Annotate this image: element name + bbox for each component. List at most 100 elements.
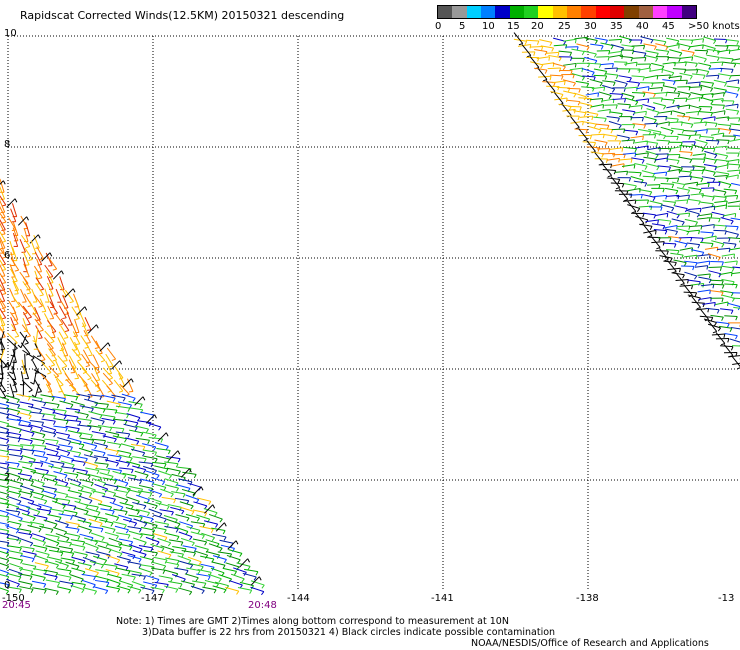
wind-vector [696, 307, 701, 310]
wind-vector [139, 548, 143, 553]
wind-vector [681, 221, 685, 226]
wind-vector [635, 152, 649, 156]
wind-vector [118, 454, 133, 459]
wind-vector [693, 55, 707, 60]
wind-vector [737, 45, 740, 50]
wind-vector [518, 43, 523, 46]
wind-vector [117, 449, 132, 454]
wind-vector [47, 514, 62, 518]
wind-vector [630, 116, 633, 121]
wind-vector [0, 199, 6, 213]
wind-vector [31, 432, 35, 437]
wind-vector [45, 270, 54, 283]
wind-vector [86, 342, 91, 344]
wind-vector [139, 534, 143, 539]
wind-vector [669, 49, 683, 54]
wind-vector [573, 110, 587, 114]
wind-vector [701, 238, 704, 243]
legend-label: 25 [558, 21, 571, 32]
wind-vector [686, 229, 700, 233]
wind-vector [715, 123, 718, 128]
wind-vector [536, 56, 550, 60]
wind-vector [649, 225, 653, 230]
wind-vector [119, 580, 133, 586]
wind-vector [30, 481, 35, 486]
wind-vector [225, 586, 239, 592]
wind-vector [85, 471, 88, 475]
wind-vector [31, 573, 46, 578]
wind-vector [685, 80, 688, 85]
wind-vector [138, 567, 153, 574]
wind-vector [143, 505, 147, 510]
wind-vector [662, 200, 676, 203]
wind-vector [6, 584, 10, 589]
wind-vector [88, 529, 93, 534]
wind-vector [54, 478, 69, 484]
wind-vector [102, 372, 113, 384]
wind-vector [57, 586, 71, 591]
wind-vector [56, 536, 60, 541]
wind-vector [85, 365, 90, 368]
wind-vector [723, 344, 734, 356]
wind-vector [671, 207, 675, 212]
wind-vector [156, 447, 171, 451]
wind-vector [671, 181, 685, 185]
wind-vector [687, 81, 701, 84]
wind-vector [204, 504, 214, 514]
wind-vector [719, 271, 733, 276]
wind-vector [5, 590, 10, 595]
wind-vector [113, 508, 128, 512]
wind-vector [582, 58, 585, 63]
wind-vector [55, 431, 70, 436]
wind-vector [18, 531, 33, 536]
wind-vector [115, 462, 119, 467]
wind-vector [690, 38, 704, 41]
wind-vector [118, 514, 132, 520]
wind-vector [146, 512, 150, 517]
wind-vector [672, 110, 686, 115]
wind-vector [12, 233, 19, 247]
wind-vector [729, 138, 740, 142]
wind-vector [733, 243, 737, 248]
wind-vector [65, 407, 80, 411]
wind-vector [656, 247, 661, 250]
wind-vector [577, 116, 580, 121]
wind-vector [81, 589, 85, 594]
wind-vector [161, 589, 165, 594]
wind-vector [624, 98, 627, 103]
wind-vector [29, 576, 33, 581]
wind-vector [153, 446, 157, 451]
wind-vector [19, 450, 23, 455]
wind-vector [678, 44, 680, 49]
wind-vector [735, 234, 739, 239]
wind-vector [646, 163, 660, 168]
wind-vector [20, 456, 23, 461]
wind-vector [52, 408, 67, 412]
wind-vector [41, 406, 56, 411]
wind-vector [62, 505, 66, 510]
wind-vector [682, 274, 685, 279]
wind-vector [54, 519, 69, 525]
wind-vector [633, 50, 647, 54]
wind-vector [700, 95, 704, 100]
y-tick-label: 8 [4, 139, 11, 150]
wind-vector [10, 208, 17, 222]
wind-vector [26, 292, 32, 295]
legend-color-swatch [581, 6, 596, 18]
wind-vector [53, 471, 68, 476]
wind-vector [164, 484, 179, 489]
wind-vector [135, 508, 150, 514]
wind-vector [107, 470, 111, 475]
wind-vector [150, 559, 154, 564]
wind-vector [224, 522, 227, 527]
wind-vector [676, 225, 690, 227]
wind-vector [46, 554, 50, 559]
wind-vector [197, 569, 212, 573]
wind-vector [193, 474, 197, 479]
wind-vector [12, 348, 17, 363]
wind-vector [667, 168, 681, 172]
wind-vector [643, 43, 657, 47]
wind-vector [603, 86, 606, 92]
wind-vector [228, 549, 243, 554]
wind-vector [35, 277, 45, 290]
